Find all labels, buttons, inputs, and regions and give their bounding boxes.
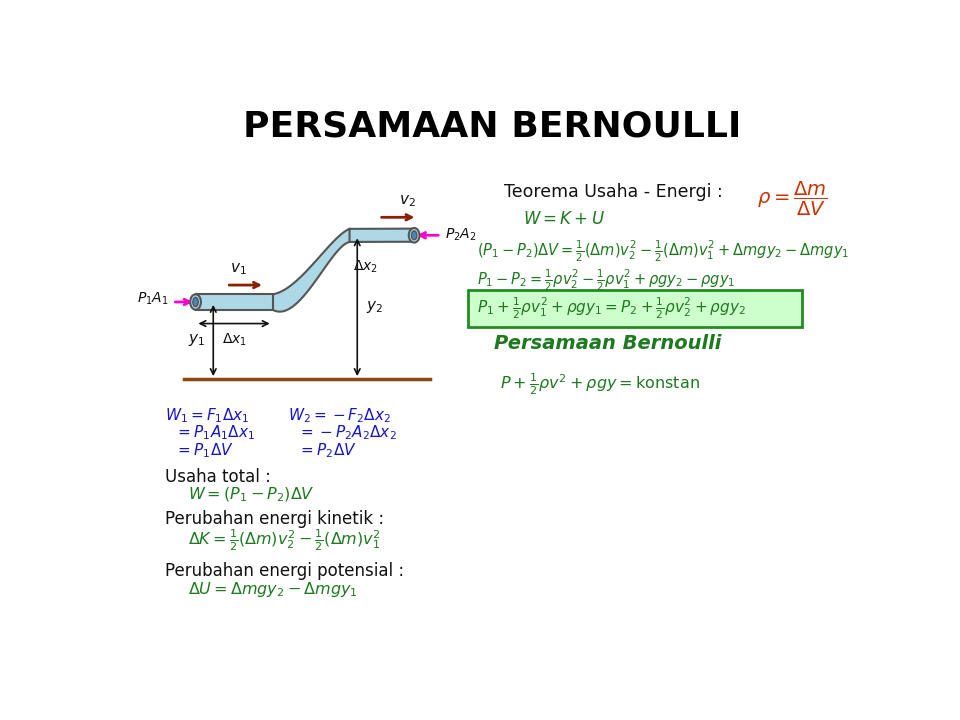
- Polygon shape: [273, 229, 349, 312]
- Text: $y_1$: $y_1$: [187, 333, 204, 348]
- Text: $P_1A_1$: $P_1A_1$: [137, 291, 169, 307]
- Polygon shape: [349, 229, 412, 242]
- Text: $W_1 = F_1\Delta x_1$: $W_1 = F_1\Delta x_1$: [165, 406, 249, 425]
- Text: $\Delta x_1$: $\Delta x_1$: [222, 331, 247, 348]
- Text: $W_2 = -F_2\Delta x_2$: $W_2 = -F_2\Delta x_2$: [288, 406, 391, 425]
- FancyBboxPatch shape: [468, 289, 802, 327]
- Ellipse shape: [193, 297, 199, 307]
- Polygon shape: [196, 294, 273, 310]
- Text: $= P_2\Delta V$: $= P_2\Delta V$: [298, 441, 357, 460]
- Text: $\Delta K = \frac{1}{2}(\Delta m)v_2^2 - \frac{1}{2}(\Delta m)v_1^2$: $\Delta K = \frac{1}{2}(\Delta m)v_2^2 -…: [188, 528, 381, 554]
- Text: $= P_1\Delta V$: $= P_1\Delta V$: [175, 441, 233, 460]
- Text: $P_2A_2$: $P_2A_2$: [444, 227, 476, 243]
- Text: $\Delta U = \Delta mgy_2 - \Delta mgy_1$: $\Delta U = \Delta mgy_2 - \Delta mgy_1$: [188, 580, 358, 599]
- Text: $v_2$: $v_2$: [399, 193, 416, 209]
- Text: Perubahan energi potensial :: Perubahan energi potensial :: [165, 562, 404, 580]
- Text: Persamaan Bernoulli: Persamaan Bernoulli: [493, 334, 721, 354]
- Text: $W = K + U$: $W = K + U$: [523, 210, 605, 228]
- Text: $P + \frac{1}{2}\rho v^2 + \rho gy = \mathrm{konstan}$: $P + \frac{1}{2}\rho v^2 + \rho gy = \ma…: [500, 372, 700, 397]
- Text: $P_1 - P_2 = \frac{1}{2}\rho v_2^2 - \frac{1}{2}\rho v_1^2 + \rho gy_2 - \rho gy: $P_1 - P_2 = \frac{1}{2}\rho v_2^2 - \fr…: [476, 268, 734, 294]
- Text: Teorema Usaha - Energi :: Teorema Usaha - Energi :: [504, 183, 722, 201]
- Text: PERSAMAAN BERNOULLI: PERSAMAAN BERNOULLI: [243, 109, 741, 143]
- Text: $\rho = \dfrac{\Delta m}{\Delta V}$: $\rho = \dfrac{\Delta m}{\Delta V}$: [757, 180, 828, 218]
- Ellipse shape: [409, 228, 420, 243]
- Text: $= P_1A_1\Delta x_1$: $= P_1A_1\Delta x_1$: [175, 423, 254, 442]
- Text: $y_2$: $y_2$: [367, 300, 384, 315]
- Text: $W = (P_1 - P_2)\Delta V$: $W = (P_1 - P_2)\Delta V$: [188, 485, 315, 504]
- Text: $(P_1 - P_2)\Delta V = \frac{1}{2}(\Delta m)v_2^2 - \frac{1}{2}(\Delta m)v_1^2 +: $(P_1 - P_2)\Delta V = \frac{1}{2}(\Delt…: [476, 239, 849, 264]
- Text: $P_1 + \frac{1}{2}\rho v_1^2 + \rho gy_1 = P_2 + \frac{1}{2}\rho v_2^2 + \rho gy: $P_1 + \frac{1}{2}\rho v_1^2 + \rho gy_1…: [476, 296, 746, 321]
- Ellipse shape: [412, 231, 417, 240]
- Ellipse shape: [190, 294, 201, 310]
- Text: $= -P_2A_2\Delta x_2$: $= -P_2A_2\Delta x_2$: [298, 423, 396, 442]
- Text: Usaha total :: Usaha total :: [165, 467, 271, 485]
- Text: Perubahan energi kinetik :: Perubahan energi kinetik :: [165, 510, 384, 528]
- Text: $v_1$: $v_1$: [229, 261, 247, 277]
- Text: $\Delta x_2$: $\Delta x_2$: [353, 259, 378, 275]
